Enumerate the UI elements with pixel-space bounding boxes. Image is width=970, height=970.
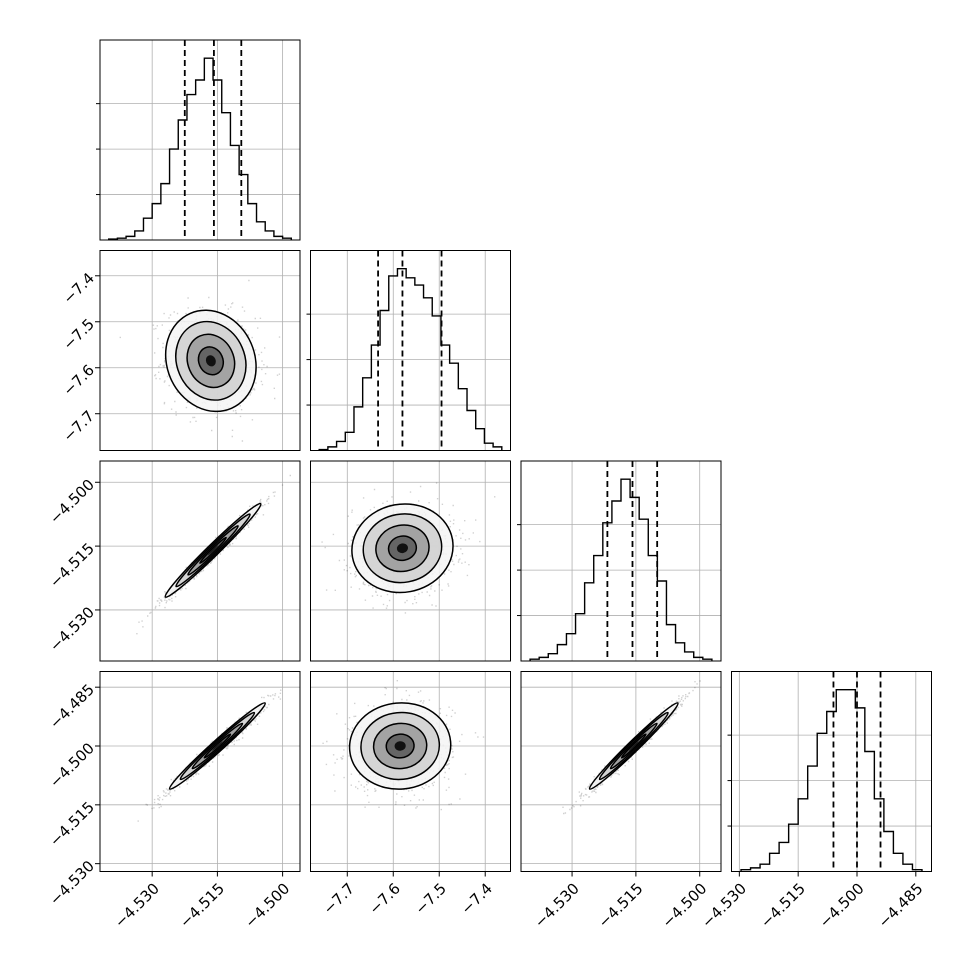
axes-frame: [310, 460, 511, 662]
y-tick-label: −7.5: [60, 315, 98, 353]
histogram-step-0: [107, 57, 293, 240]
x-tick-label: −7.6: [366, 880, 404, 918]
scatter-panel-3-0: [95, 671, 301, 877]
y-tick-label: −4.515: [46, 539, 98, 591]
panel-content: [136, 474, 291, 635]
scatter-panel-2-1: [310, 460, 511, 662]
y-tick-label: −4.485: [46, 680, 98, 732]
histogram-panel-3: [727, 671, 932, 877]
x-tick-label: −7.4: [457, 880, 495, 918]
axes-frame: [99, 671, 301, 872]
density-peak: [394, 741, 406, 751]
y-tick-label: −4.500: [46, 739, 98, 791]
x-tick-label: −4.500: [241, 880, 293, 932]
x-tick-label: −4.530: [698, 880, 750, 932]
x-tick-label: −4.485: [875, 880, 927, 932]
x-tick-label: −4.530: [111, 880, 163, 932]
histogram-step-3: [740, 688, 923, 872]
density-peak: [396, 543, 409, 554]
axes-frame: [99, 250, 301, 451]
histogram-panel-2: [517, 460, 722, 662]
x-tick-label: −4.500: [816, 880, 868, 932]
y-tick-label: −7.7: [60, 407, 98, 445]
density-peak: [628, 741, 639, 751]
panel-content: [562, 680, 701, 815]
y-tick-label: −4.515: [46, 798, 98, 850]
panel-content: [322, 680, 485, 811]
histogram-panel-0: [96, 39, 301, 241]
axes-frame: [99, 460, 301, 662]
panel-content: [321, 482, 496, 614]
axes-frame: [310, 250, 511, 451]
y-tick-label: −7.6: [60, 361, 98, 399]
x-tick-label: −4.515: [176, 880, 228, 932]
x-tick-label: −4.530: [531, 880, 583, 932]
panel-content: [137, 689, 282, 822]
y-tick-label: −4.530: [46, 857, 98, 909]
scatter-panel-3-1: [310, 671, 511, 877]
panel-content: [119, 279, 281, 442]
axes-frame: [310, 671, 511, 872]
x-tick-label: −4.515: [757, 880, 809, 932]
scatter-panel-3-2: [520, 671, 722, 877]
density-peak: [212, 741, 223, 751]
axes-frame: [731, 671, 932, 872]
scatter-panel-2-0: [95, 460, 301, 662]
density-peak: [207, 545, 219, 556]
histogram-step-2: [529, 478, 713, 661]
axes-frame: [99, 39, 301, 241]
density-peak: [205, 355, 216, 367]
scatter-panel-1-0: [95, 250, 301, 451]
x-tick-label: −7.7: [320, 880, 358, 918]
x-tick-label: −7.5: [411, 880, 449, 918]
histogram-step-1: [318, 267, 503, 451]
axes-frame: [520, 460, 722, 662]
histogram-panel-1: [306, 250, 511, 451]
y-tick-label: −4.500: [46, 476, 98, 528]
x-tick-label: −4.515: [595, 880, 647, 932]
axes-frame: [520, 671, 722, 872]
y-tick-label: −4.530: [46, 603, 98, 655]
y-tick-label: −7.4: [60, 269, 98, 307]
